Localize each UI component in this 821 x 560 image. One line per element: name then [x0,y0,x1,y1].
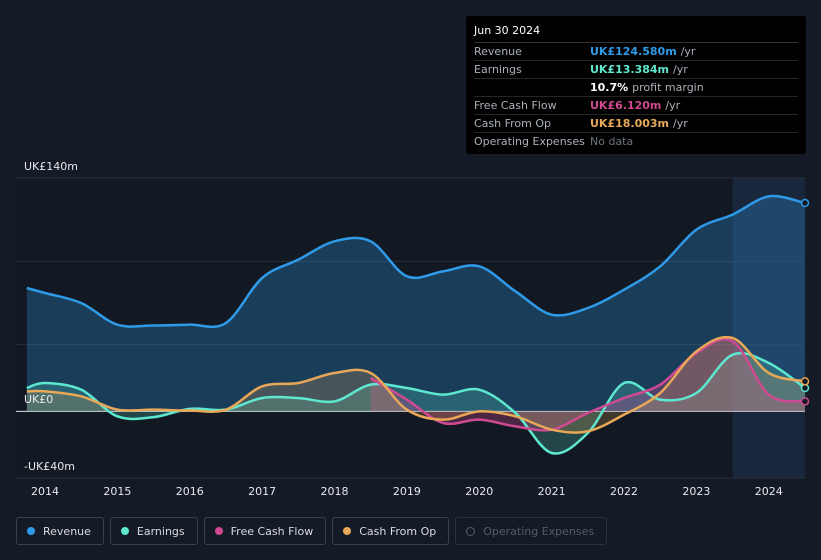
tooltip-row-label: Revenue [474,45,522,58]
series-line-free-cash-flow [370,337,806,432]
x-tick-label: 2024 [755,485,783,498]
legend-item-revenue[interactable]: Revenue [16,517,104,545]
legend-label: Cash From Op [359,524,437,538]
tooltip-row: Revenue UK£124.580m/yr [474,43,798,61]
tooltip-row-unit: /yr [680,45,696,58]
highlight-region [732,178,805,478]
x-tick-label: 2016 [176,485,204,498]
tooltip-row: Cash From Op UK£18.003m/yr [474,115,798,133]
tooltip-row-unit: /yr [665,99,681,112]
x-tick-label: 2017 [248,485,276,498]
plot-background [16,178,805,478]
tooltip-row: 10.7% profit margin [474,79,798,97]
series-endpoint-revenue [800,198,810,208]
tooltip-date: Jun 30 2024 [474,24,798,43]
legend-item-cash-from-op[interactable]: Cash From Op [332,517,450,545]
tooltip-row-label: Cash From Op [474,117,552,130]
legend-dot-icon [343,527,352,535]
legend-item-earnings[interactable]: Earnings [109,517,198,545]
x-tick-label: 2022 [610,485,638,498]
tooltip-row-unit: /yr [673,63,688,76]
tooltip-row: Operating Expenses No data [474,133,798,150]
x-tick-label: 2015 [103,485,131,498]
legend-label: Free Cash Flow [230,524,314,538]
x-tick-label: 2021 [538,485,566,498]
tooltip-row-unit: profit margin [632,81,704,94]
series-area-free-cash-flow [370,339,805,431]
tooltip-row-value: UK£13.384m [590,63,670,76]
legend-dot-icon [466,526,476,536]
x-tick-label: 2023 [682,485,710,498]
tooltip-row-label: Free Cash Flow [474,99,557,112]
legend-item-free-cash-flow[interactable]: Free Cash Flow [203,517,327,545]
tooltip-row-unit: /yr [673,117,688,130]
series-endpoint-free-cash-flow [800,397,810,406]
tooltip-row-value: UK£18.003m [590,117,670,130]
series-area-earnings [26,353,806,454]
legend-dot-icon [214,527,223,535]
tooltip-row: Earnings UK£13.384m/yr [474,61,798,79]
tooltip-row: Free Cash Flow UK£6.120m/yr [474,97,798,115]
y-axis-top-label: UK£140m [24,160,78,173]
legend-label: Earnings [136,524,185,538]
series-line-revenue [26,194,806,329]
legend-label: Operating Expenses [483,524,595,538]
tooltip-row-value: UK£6.120m [590,99,662,112]
x-tick-label: 2018 [320,485,348,498]
x-tick-label: 2019 [393,485,421,498]
x-tick-label: 2020 [465,485,493,498]
y-axis-zero-label: UK£0 [24,393,54,406]
series-endpoint-cash-from-op [800,377,810,386]
tooltip-row-value: UK£124.580m [590,45,677,58]
data-tooltip: Jun 30 2024 Revenue UK£124.580m/yr Earning… [466,16,806,154]
tooltip-row-label: Earnings [474,63,522,76]
tooltip-row-value: 10.7% [590,81,629,94]
legend-dot-icon [27,527,35,535]
tooltip-row-label: Operating Expenses [474,135,585,148]
legend-item-operating-expenses[interactable]: Operating Expenses [455,517,608,545]
series-line-earnings [26,351,806,455]
legend-label: Revenue [43,524,91,538]
series-area-revenue [26,196,806,412]
x-tick-label: 2014 [31,485,59,498]
y-axis-bottom-label: -UK£40m [24,460,75,473]
series-line-cash-from-op [26,335,806,434]
chart-legend: Revenue Earnings Free Cash Flow Cash From O… [16,517,608,545]
tooltip-row-value: No data [590,135,634,148]
legend-dot-icon [120,527,129,535]
